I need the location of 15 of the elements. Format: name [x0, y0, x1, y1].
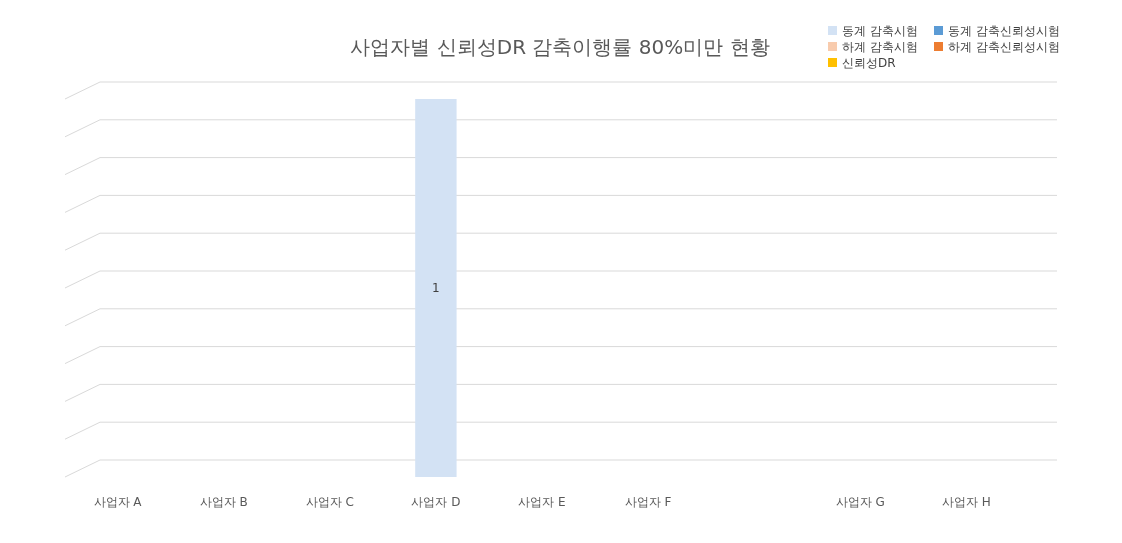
chart-title: 사업자별 신뢰성DR 감축이행률 80%미만 현황 [350, 35, 770, 59]
x-tick-label: 사업자 E [518, 495, 566, 509]
x-tick-label: 사업자 F [624, 495, 672, 509]
x-tick-label: 사업자 A [93, 495, 143, 509]
legend-label: 하계 감축신뢰성시험 [948, 39, 1060, 54]
x-tick-label: 사업자 H [942, 495, 991, 509]
x-tick-label: 사업자 G [835, 495, 885, 509]
legend-label: 신뢰성DR [842, 55, 896, 70]
legend-label: 동계 감축신뢰성시험 [948, 23, 1060, 38]
data-label: 1 [432, 280, 440, 295]
legend-label: 동계 감축시험 [842, 23, 918, 38]
x-tick-label: 사업자 B [199, 495, 248, 509]
x-tick-label: 사업자 D [411, 495, 461, 509]
legend-label: 하계 감축시험 [842, 39, 918, 54]
x-tick-label: 사업자 C [305, 495, 354, 509]
